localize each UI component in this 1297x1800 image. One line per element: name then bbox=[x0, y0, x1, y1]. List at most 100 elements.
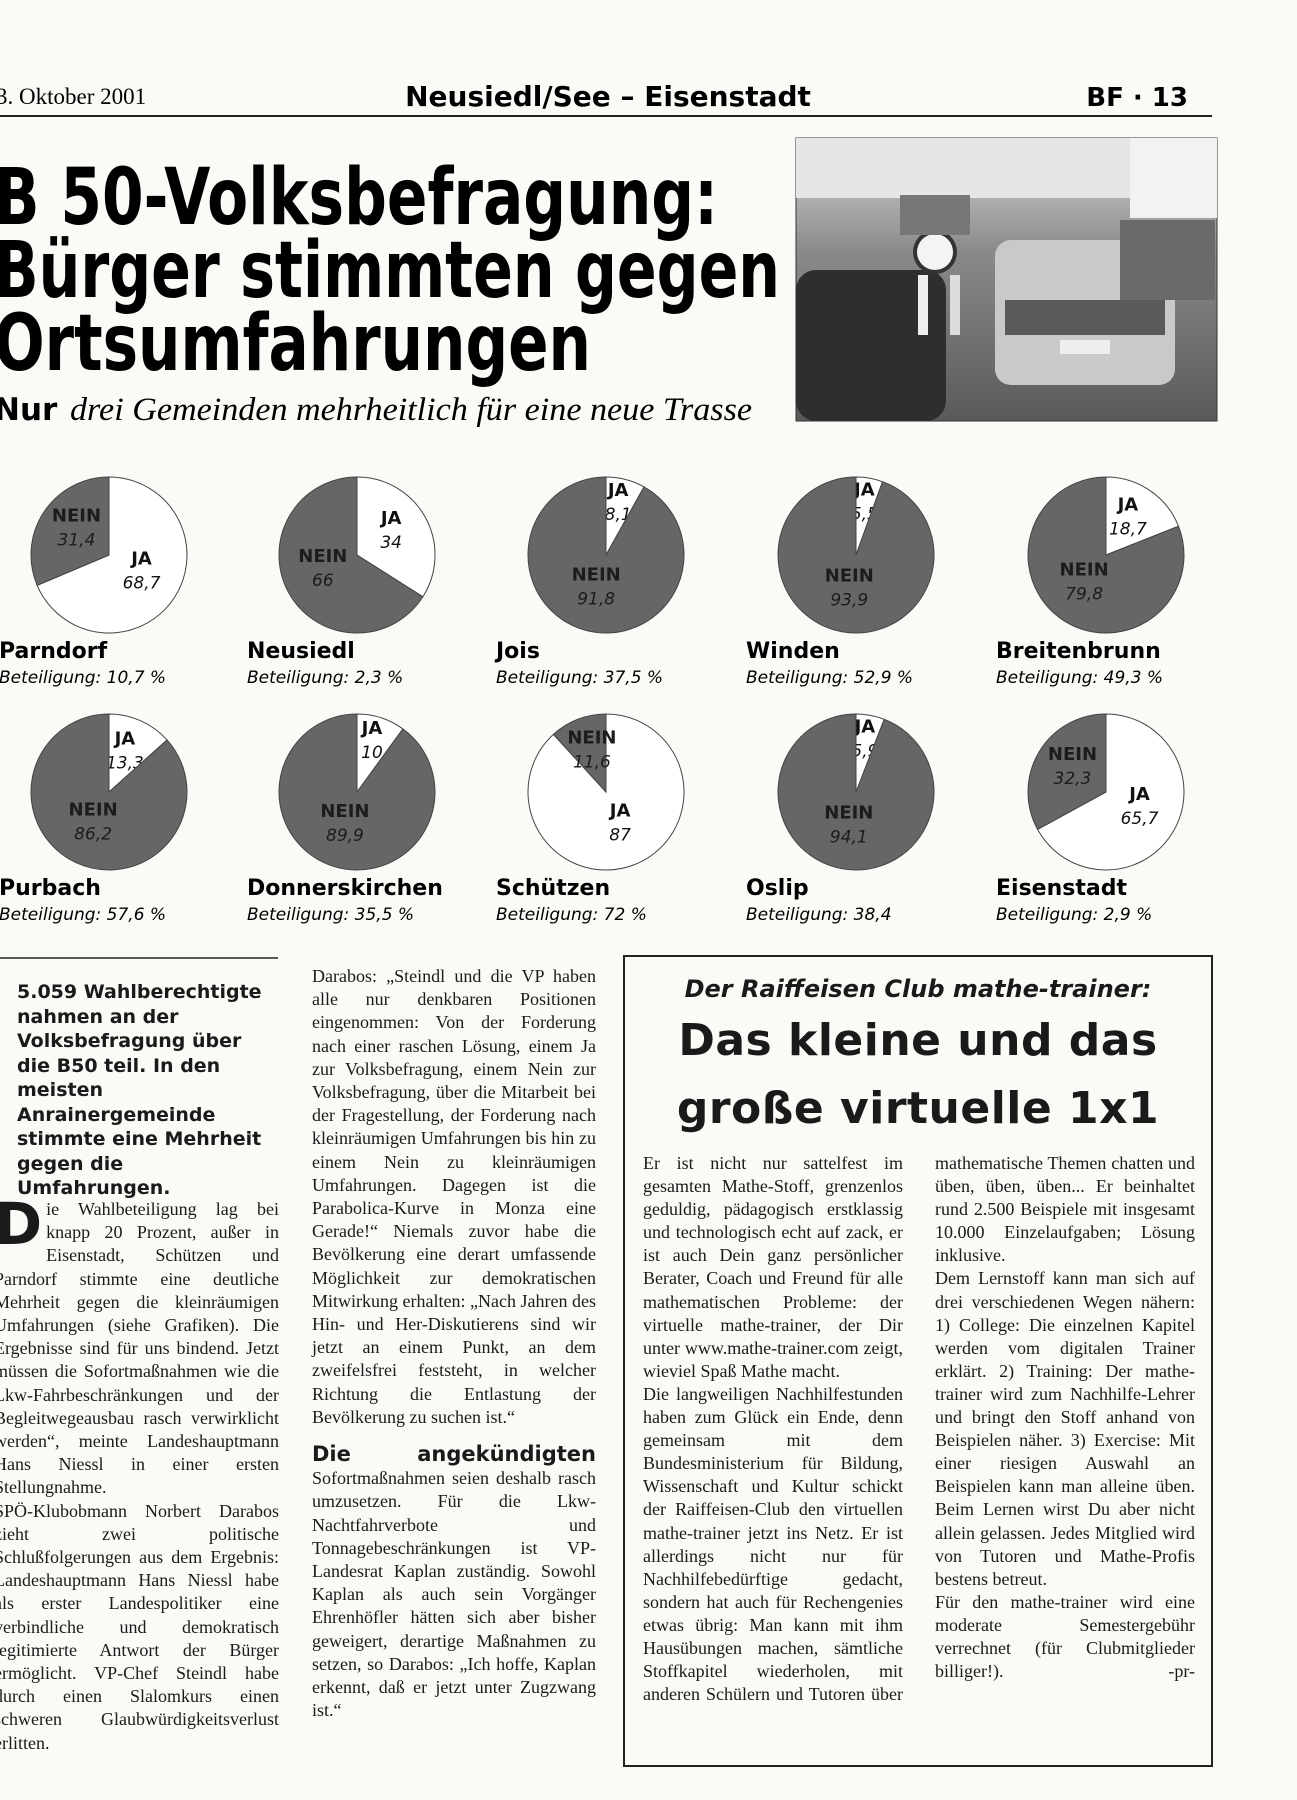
box-paragraph: Er ist nicht nur sattelfest im gesamten … bbox=[643, 1153, 903, 1381]
pie-title: Neusiedl bbox=[247, 639, 355, 664]
slice-value: 91,8 bbox=[577, 590, 615, 610]
slice-category: JA bbox=[129, 549, 152, 570]
slice-value: 89,9 bbox=[326, 826, 364, 846]
subline: drei Gemeinden mehrheitlich für eine neu… bbox=[70, 392, 752, 428]
pie-subtitle: Beteiligung: 57,6 % bbox=[0, 905, 166, 925]
slice-value: 13,3 bbox=[106, 753, 144, 773]
slice-value: 34 bbox=[380, 533, 402, 553]
article-column: Die Wahlbeteiligung lag bei knapp 20 Pro… bbox=[0, 1190, 279, 1755]
box-title: Das kleine und das bbox=[678, 1015, 1158, 1066]
article-paragraph: Die Wahlbeteiligung lag bei knapp 20 Pro… bbox=[0, 1190, 279, 1498]
slice-category: NEIN bbox=[825, 565, 874, 586]
pie-slice bbox=[36, 476, 188, 634]
slice-category: JA bbox=[852, 479, 875, 500]
slice-category: NEIN bbox=[320, 801, 369, 822]
slice-value: 32,3 bbox=[1054, 769, 1092, 789]
page-graphics: 3. Oktober 2001 Neusiedl/See – Eisenstad… bbox=[0, 80, 1218, 959]
pie-subtitle: Beteiligung: 38,4 bbox=[746, 905, 892, 925]
pie-slice bbox=[278, 713, 436, 871]
box-title: große virtuelle 1x1 bbox=[676, 1083, 1160, 1134]
slice-category: NEIN bbox=[572, 565, 621, 586]
pie-subtitle: Beteiligung: 49,3 % bbox=[996, 668, 1163, 688]
slice-value: 65,7 bbox=[1121, 809, 1159, 829]
box-paragraph: Dem Lernstoff kann man sich auf drei ver… bbox=[935, 1268, 1195, 1589]
section-title: Neusiedl/See – Eisenstadt bbox=[405, 80, 811, 113]
slice-value: 87 bbox=[609, 825, 631, 845]
pie-slice bbox=[552, 713, 607, 794]
headline-line: B 50-Volksbefragung: bbox=[0, 153, 718, 243]
slice-category: NEIN bbox=[567, 728, 616, 749]
article-paragraph: SPÖ-Klubobmann Norbert Darabos zieht zwe… bbox=[0, 1500, 279, 1753]
article-subhead: Die angekündigten bbox=[312, 1442, 596, 1467]
slice-category: JA bbox=[853, 716, 876, 737]
slice-value: 86,2 bbox=[74, 825, 112, 845]
slice-value: 11,6 bbox=[573, 753, 611, 773]
slice-value: 79,8 bbox=[1065, 584, 1103, 604]
pie-title: Schützen bbox=[496, 876, 610, 901]
pie-title: Donnerskirchen bbox=[247, 876, 443, 901]
pie-slice bbox=[30, 713, 188, 871]
photo bbox=[795, 137, 1218, 422]
pie-slice bbox=[108, 713, 168, 794]
pie-subtitle: Beteiligung: 52,9 % bbox=[746, 668, 913, 688]
slice-category: NEIN bbox=[824, 802, 873, 823]
slice-category: NEIN bbox=[298, 546, 347, 567]
box-paragraph: Die langweiligen Nachhilfestunden haben … bbox=[643, 1153, 1195, 1705]
pie-title: Eisenstadt bbox=[996, 876, 1127, 901]
pie-slice bbox=[777, 713, 935, 871]
pie-subtitle: Beteiligung: 35,5 % bbox=[247, 905, 414, 925]
pie-title: Winden bbox=[746, 639, 840, 664]
slice-value: 94,1 bbox=[830, 827, 868, 847]
slice-category: JA bbox=[606, 480, 629, 501]
article-lead: 5.059 Wahlberechtigte nahmen an der Volk… bbox=[17, 981, 262, 1199]
info-box: Der Raiffeisen Club mathe-trainer: Das k… bbox=[623, 955, 1213, 1767]
pie-slice bbox=[30, 476, 110, 587]
pie-slice bbox=[1105, 476, 1180, 556]
article-paragraph: Sofortmaßnahmen seien deshalb rasch umzu… bbox=[312, 1468, 596, 1721]
slice-category: NEIN bbox=[1048, 744, 1097, 765]
page-number: BF · 13 bbox=[1086, 83, 1188, 113]
box-text: Er ist nicht nur sattelfest im gesamten … bbox=[643, 1152, 1195, 1752]
pie-slice bbox=[527, 476, 685, 634]
slice-value: 93,9 bbox=[830, 590, 868, 610]
slice-category: JA bbox=[1127, 784, 1150, 805]
pie-title: Parndorf bbox=[0, 639, 108, 664]
slice-category: JA bbox=[608, 800, 631, 821]
pie-slice bbox=[1027, 713, 1107, 831]
pie-title: Oslip bbox=[746, 876, 809, 901]
pie-title: Jois bbox=[494, 639, 540, 664]
slice-category: JA bbox=[360, 718, 383, 739]
slice-category: JA bbox=[113, 728, 136, 749]
article-paragraph: Darabos: „Steindl und die VP haben alle … bbox=[312, 966, 596, 1427]
pie-subtitle: Beteiligung: 37,5 % bbox=[496, 668, 663, 688]
headline-line: Ortsumfahrungen bbox=[0, 299, 591, 389]
pie-slice bbox=[527, 713, 685, 871]
issue-date: 3. Oktober 2001 bbox=[0, 84, 146, 109]
pie-slice bbox=[1027, 476, 1185, 634]
signature: -pr- bbox=[1168, 1661, 1195, 1682]
article-column: Darabos: „Steindl und die VP haben alle … bbox=[312, 965, 596, 1723]
slice-category: JA bbox=[379, 508, 402, 529]
slice-category: NEIN bbox=[1060, 559, 1109, 580]
slice-value: 10 bbox=[361, 743, 383, 763]
box-paragraph: Für den mathe-trainer wird eine moderate… bbox=[935, 1591, 1195, 1682]
pie-subtitle: Beteiligung: 72 % bbox=[496, 905, 647, 925]
pie-subtitle: Beteiligung: 2,9 % bbox=[996, 905, 1152, 925]
pie-slice bbox=[777, 476, 935, 634]
pie-slice bbox=[1036, 713, 1185, 871]
slice-value: 31,4 bbox=[58, 530, 96, 550]
slice-category: NEIN bbox=[52, 505, 101, 526]
pie-subtitle: Beteiligung: 2,3 % bbox=[247, 668, 403, 688]
pie-charts: JA 68,7 NEIN 31,4 Parndorf Beteiligung: 10,7 … bbox=[0, 476, 1185, 925]
slice-category: JA bbox=[1116, 495, 1139, 516]
headline-line: Bürger stimmten gegen bbox=[0, 226, 780, 316]
pie-title: Breitenbrunn bbox=[996, 639, 1161, 664]
slice-category: NEIN bbox=[69, 800, 118, 821]
slice-value: 68,7 bbox=[123, 574, 161, 594]
pie-title: Purbach bbox=[0, 876, 101, 901]
slice-value: 66 bbox=[312, 571, 334, 591]
pie-subtitle: Beteiligung: 10,7 % bbox=[0, 668, 166, 688]
subline-lead: Nur bbox=[0, 392, 58, 428]
